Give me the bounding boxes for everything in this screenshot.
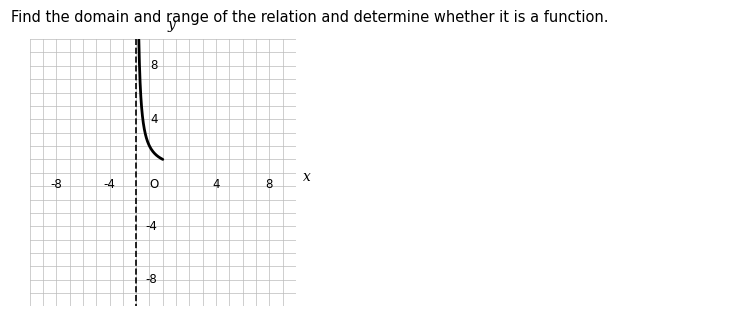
Text: y: y <box>167 19 175 33</box>
Text: Find the domain and range of the relation and determine whether it is a function: Find the domain and range of the relatio… <box>11 10 608 25</box>
Text: 4: 4 <box>212 178 220 191</box>
Text: -8: -8 <box>50 178 62 191</box>
Text: 8: 8 <box>150 59 158 72</box>
Text: 4: 4 <box>150 113 158 126</box>
Text: O: O <box>149 178 159 191</box>
Text: -4: -4 <box>146 220 158 233</box>
Text: -4: -4 <box>104 178 115 191</box>
Text: -8: -8 <box>146 273 158 286</box>
Text: 8: 8 <box>266 178 273 191</box>
Text: x: x <box>303 170 311 184</box>
